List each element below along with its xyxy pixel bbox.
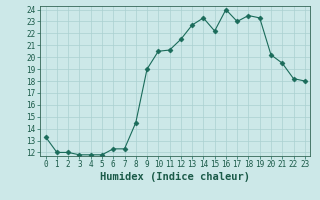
X-axis label: Humidex (Indice chaleur): Humidex (Indice chaleur) [100, 172, 250, 182]
